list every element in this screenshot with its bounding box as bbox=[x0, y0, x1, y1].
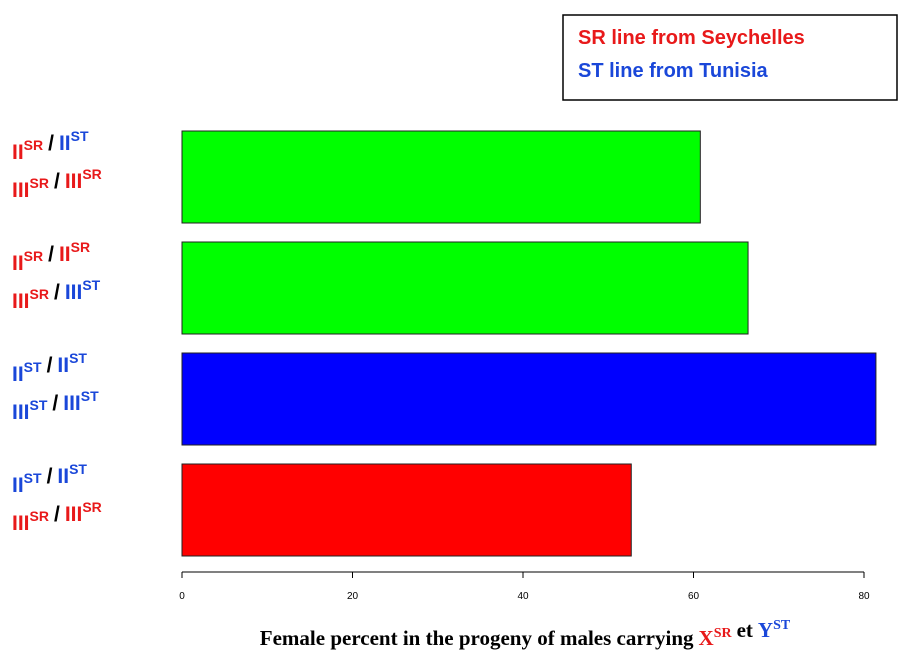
category-label: IISR / IISR bbox=[12, 239, 90, 275]
bar bbox=[181, 130, 701, 224]
x-tick-label: 80 bbox=[858, 591, 870, 602]
separator: / bbox=[48, 132, 54, 155]
separator: / bbox=[54, 281, 60, 304]
chromosome: II bbox=[12, 141, 24, 164]
allele: ST bbox=[24, 470, 42, 486]
x-label-sup: SR bbox=[714, 626, 733, 641]
legend-label: ST line from Tunisia bbox=[578, 60, 769, 82]
x-tick-label: 20 bbox=[347, 591, 359, 602]
allele: SR bbox=[24, 137, 43, 153]
bar bbox=[181, 463, 632, 557]
allele: ST bbox=[69, 461, 87, 477]
x-label-sup: ST bbox=[773, 618, 791, 633]
chromosome: III bbox=[65, 281, 83, 304]
x-label-symbol: X bbox=[699, 626, 714, 650]
allele: SR bbox=[24, 248, 43, 264]
chromosome: II bbox=[59, 132, 71, 155]
chromosome: II bbox=[12, 363, 24, 386]
allele: ST bbox=[69, 350, 87, 366]
category-label: IIIST / IIIST bbox=[12, 388, 99, 424]
legend-label: SR line from Seychelles bbox=[578, 27, 805, 49]
x-axis-label: Female percent in the progeny of males c… bbox=[260, 618, 791, 650]
separator: / bbox=[47, 354, 53, 377]
chromosome: III bbox=[65, 503, 83, 526]
chromosome: III bbox=[63, 392, 81, 415]
chromosome: II bbox=[57, 354, 69, 377]
legend-box bbox=[562, 14, 898, 101]
category-label: IIST / IIST bbox=[12, 461, 87, 497]
chromosome: II bbox=[12, 252, 24, 275]
allele: ST bbox=[82, 277, 100, 293]
allele: SR bbox=[30, 508, 49, 524]
x-tick-label: 40 bbox=[517, 591, 529, 602]
allele: ST bbox=[24, 359, 42, 375]
separator: / bbox=[52, 392, 58, 415]
category-label: IISR / IIST bbox=[12, 128, 89, 164]
category-label: IIST / IIST bbox=[12, 350, 87, 386]
allele: SR bbox=[71, 239, 90, 255]
allele: ST bbox=[71, 128, 89, 144]
x-tick-label: 60 bbox=[688, 591, 700, 602]
chromosome: III bbox=[12, 512, 30, 535]
separator: / bbox=[48, 243, 54, 266]
allele: SR bbox=[30, 175, 49, 191]
allele: ST bbox=[81, 388, 99, 404]
x-tick-label: 0 bbox=[179, 591, 185, 602]
chromosome: III bbox=[12, 290, 30, 313]
chromosome: II bbox=[59, 243, 71, 266]
separator: / bbox=[54, 503, 60, 526]
x-label-text: Female percent in the progeny of males c… bbox=[260, 626, 694, 650]
category-label: IIISR / IIISR bbox=[12, 499, 102, 535]
category-label: IIISR / IIISR bbox=[12, 166, 102, 202]
bar bbox=[181, 352, 877, 446]
allele: SR bbox=[82, 499, 101, 515]
chromosome: III bbox=[12, 401, 30, 424]
bar bbox=[181, 241, 749, 335]
x-label-text: et bbox=[737, 618, 753, 642]
category-label: IIISR / IIIST bbox=[12, 277, 101, 313]
allele: SR bbox=[30, 286, 49, 302]
x-label-symbol: Y bbox=[758, 618, 773, 642]
separator: / bbox=[54, 170, 60, 193]
chromosome: III bbox=[12, 179, 30, 202]
allele: SR bbox=[82, 166, 101, 182]
chromosome: II bbox=[57, 465, 69, 488]
chromosome: II bbox=[12, 474, 24, 497]
separator: / bbox=[47, 465, 53, 488]
allele: ST bbox=[30, 397, 48, 413]
chromosome: III bbox=[65, 170, 83, 193]
